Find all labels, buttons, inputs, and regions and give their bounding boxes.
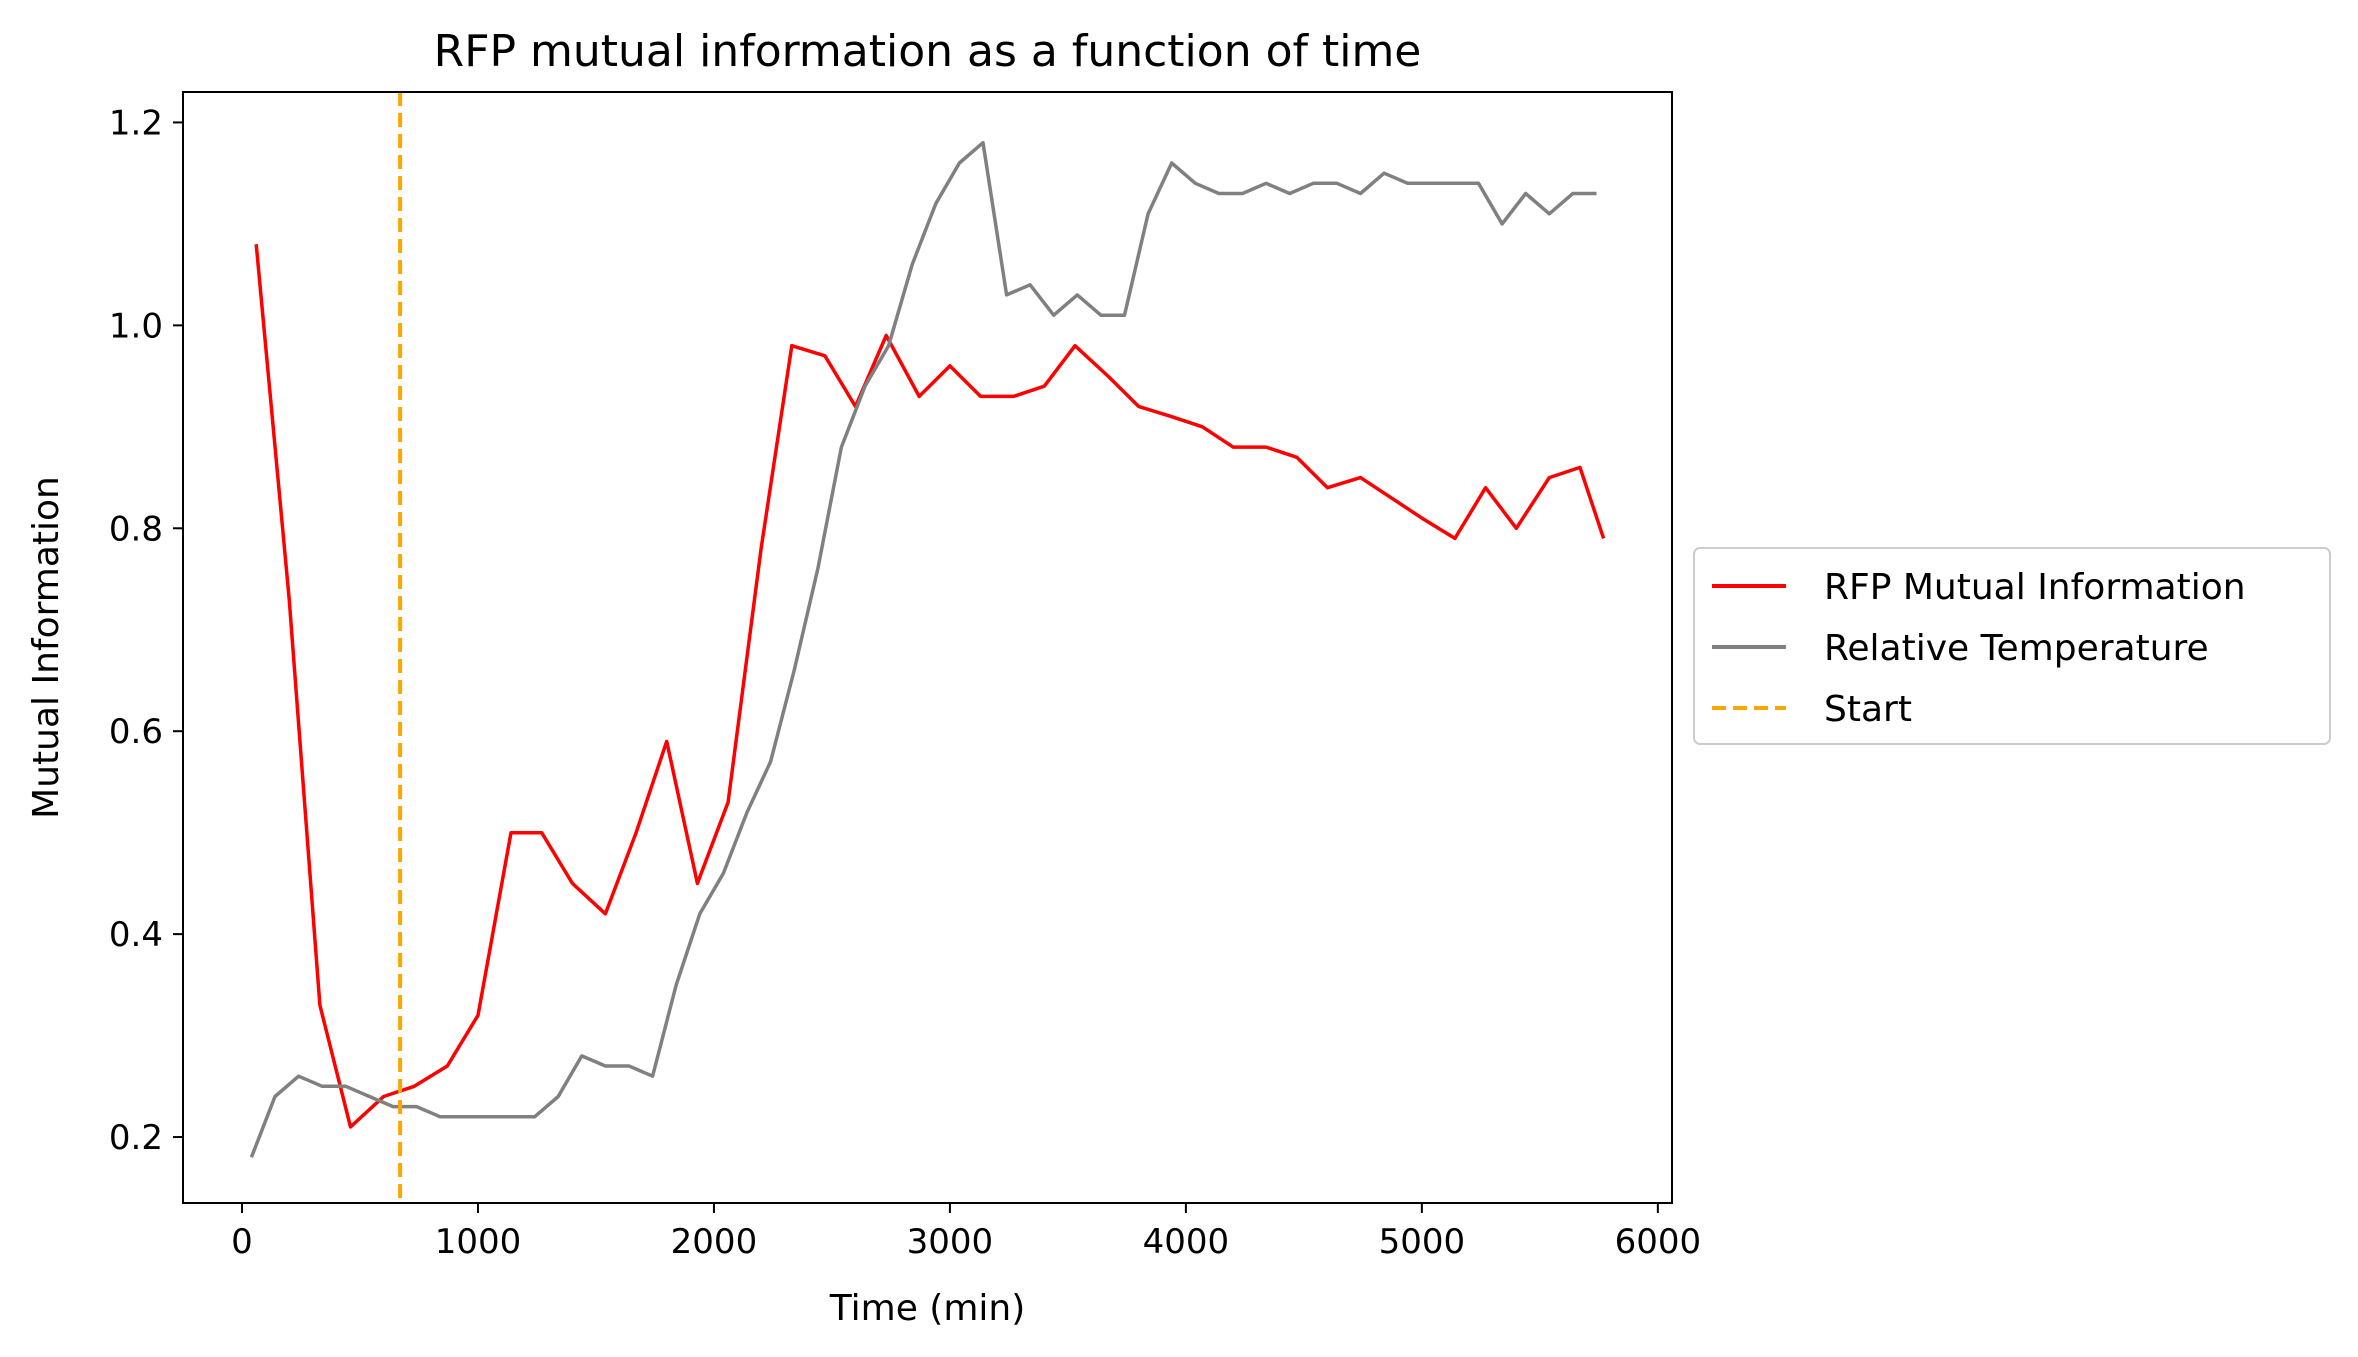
x-tick-label: 2000	[671, 1222, 758, 1262]
y-tick-label: 0.4	[109, 915, 163, 955]
y-axis-label: Mutual Information	[26, 476, 67, 819]
x-axis-label: Time (min)	[829, 1288, 1026, 1329]
legend-label: Relative Temperature	[1824, 628, 2209, 669]
y-tick-label: 0.8	[109, 509, 163, 549]
x-tick-label: 6000	[1615, 1222, 1702, 1262]
y-tick-label: 0.6	[109, 712, 163, 752]
y-tick-label: 0.2	[109, 1118, 163, 1158]
x-tick-label: 3000	[907, 1222, 994, 1262]
x-tick-label: 4000	[1143, 1222, 1230, 1262]
y-tick-label: 1.0	[109, 306, 163, 346]
x-axis: 0 1000 2000 3000 4000 5000 6000	[231, 1203, 1701, 1262]
x-tick-label: 1000	[435, 1222, 522, 1262]
legend-label: Start	[1824, 689, 1912, 730]
legend-label: RFP Mutual Information	[1824, 567, 2246, 608]
legend: RFP Mutual Information Relative Temperatu…	[1693, 547, 2331, 745]
legend-box	[1693, 547, 2331, 745]
series-line-1	[249, 140, 1597, 1158]
axes-frame	[182, 91, 1673, 1204]
plot-area	[249, 92, 1606, 1203]
x-tick-label: 0	[231, 1222, 253, 1262]
chart-title: RFP mutual information as a function of …	[434, 26, 1422, 77]
x-tick-label: 5000	[1379, 1222, 1466, 1262]
y-tick-label: 1.2	[109, 103, 163, 143]
series-line-0	[254, 244, 1606, 1129]
y-axis: 0.2 0.4 0.6 0.8 1.0 1.2	[109, 103, 183, 1158]
